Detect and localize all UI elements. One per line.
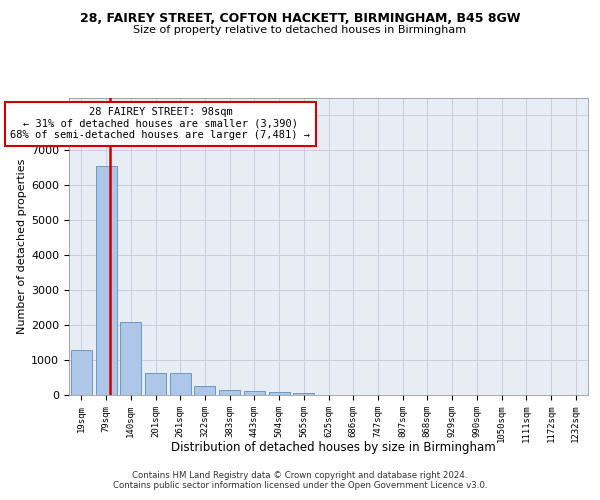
Bar	[219, 390, 240, 395]
Text: 28 FAIREY STREET: 98sqm
← 31% of detached houses are smaller (3,390)
68% of semi: 28 FAIREY STREET: 98sqm ← 31% of detache…	[10, 107, 310, 140]
Text: Size of property relative to detached houses in Birmingham: Size of property relative to detached ho…	[133, 25, 467, 35]
Y-axis label: Number of detached properties: Number of detached properties	[17, 158, 27, 334]
Text: Distribution of detached houses by size in Birmingham: Distribution of detached houses by size …	[170, 441, 496, 454]
Bar	[244, 391, 265, 395]
Bar	[170, 373, 191, 395]
Bar	[71, 350, 92, 395]
Text: 28, FAIREY STREET, COFTON HACKETT, BIRMINGHAM, B45 8GW: 28, FAIREY STREET, COFTON HACKETT, BIRMI…	[80, 12, 520, 26]
Bar	[95, 166, 116, 395]
Bar	[145, 372, 166, 395]
Text: Contains HM Land Registry data © Crown copyright and database right 2024.: Contains HM Land Registry data © Crown c…	[132, 472, 468, 480]
Bar	[120, 322, 141, 395]
Text: Contains public sector information licensed under the Open Government Licence v3: Contains public sector information licen…	[113, 480, 487, 490]
Bar	[194, 386, 215, 395]
Bar	[293, 392, 314, 395]
Bar	[269, 392, 290, 395]
